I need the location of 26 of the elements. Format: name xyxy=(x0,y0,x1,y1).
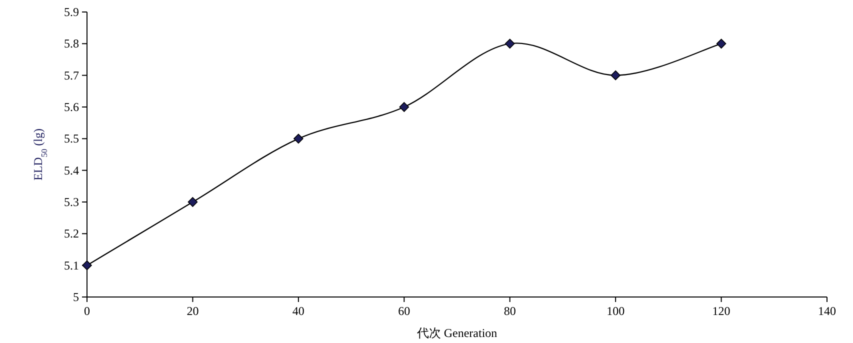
y-tick-label: 5.5 xyxy=(64,132,79,146)
y-tick-label: 5.9 xyxy=(64,5,79,19)
y-tick-label: 5.8 xyxy=(64,36,79,51)
y-tick-label: 5.2 xyxy=(64,226,79,241)
point xyxy=(82,260,92,270)
x-tick-label: 80 xyxy=(504,304,516,318)
y-tick-label: 5.6 xyxy=(64,100,79,114)
point xyxy=(610,70,620,80)
y-tick-label: 5.7 xyxy=(64,68,79,82)
y-tick-label: 5 xyxy=(73,290,79,304)
x-axis-title: 代次 Generation xyxy=(416,326,498,340)
point xyxy=(294,134,304,144)
y-tick-label: 5.1 xyxy=(64,258,79,272)
y-tick-label: 5.4 xyxy=(64,163,79,178)
x-tick-label: 40 xyxy=(292,304,304,318)
point xyxy=(504,38,515,49)
point xyxy=(399,102,410,112)
point xyxy=(188,197,198,207)
x-tick-label: 60 xyxy=(398,304,410,318)
x-tick-label: 0 xyxy=(84,304,90,318)
x-tick-label: 140 xyxy=(818,304,836,318)
x-tick-label: 100 xyxy=(606,304,625,318)
x-tick-label: 120 xyxy=(712,304,730,318)
point xyxy=(716,38,726,49)
y-tick-label: 5.3 xyxy=(64,195,79,209)
x-tick-label: 20 xyxy=(186,304,199,318)
